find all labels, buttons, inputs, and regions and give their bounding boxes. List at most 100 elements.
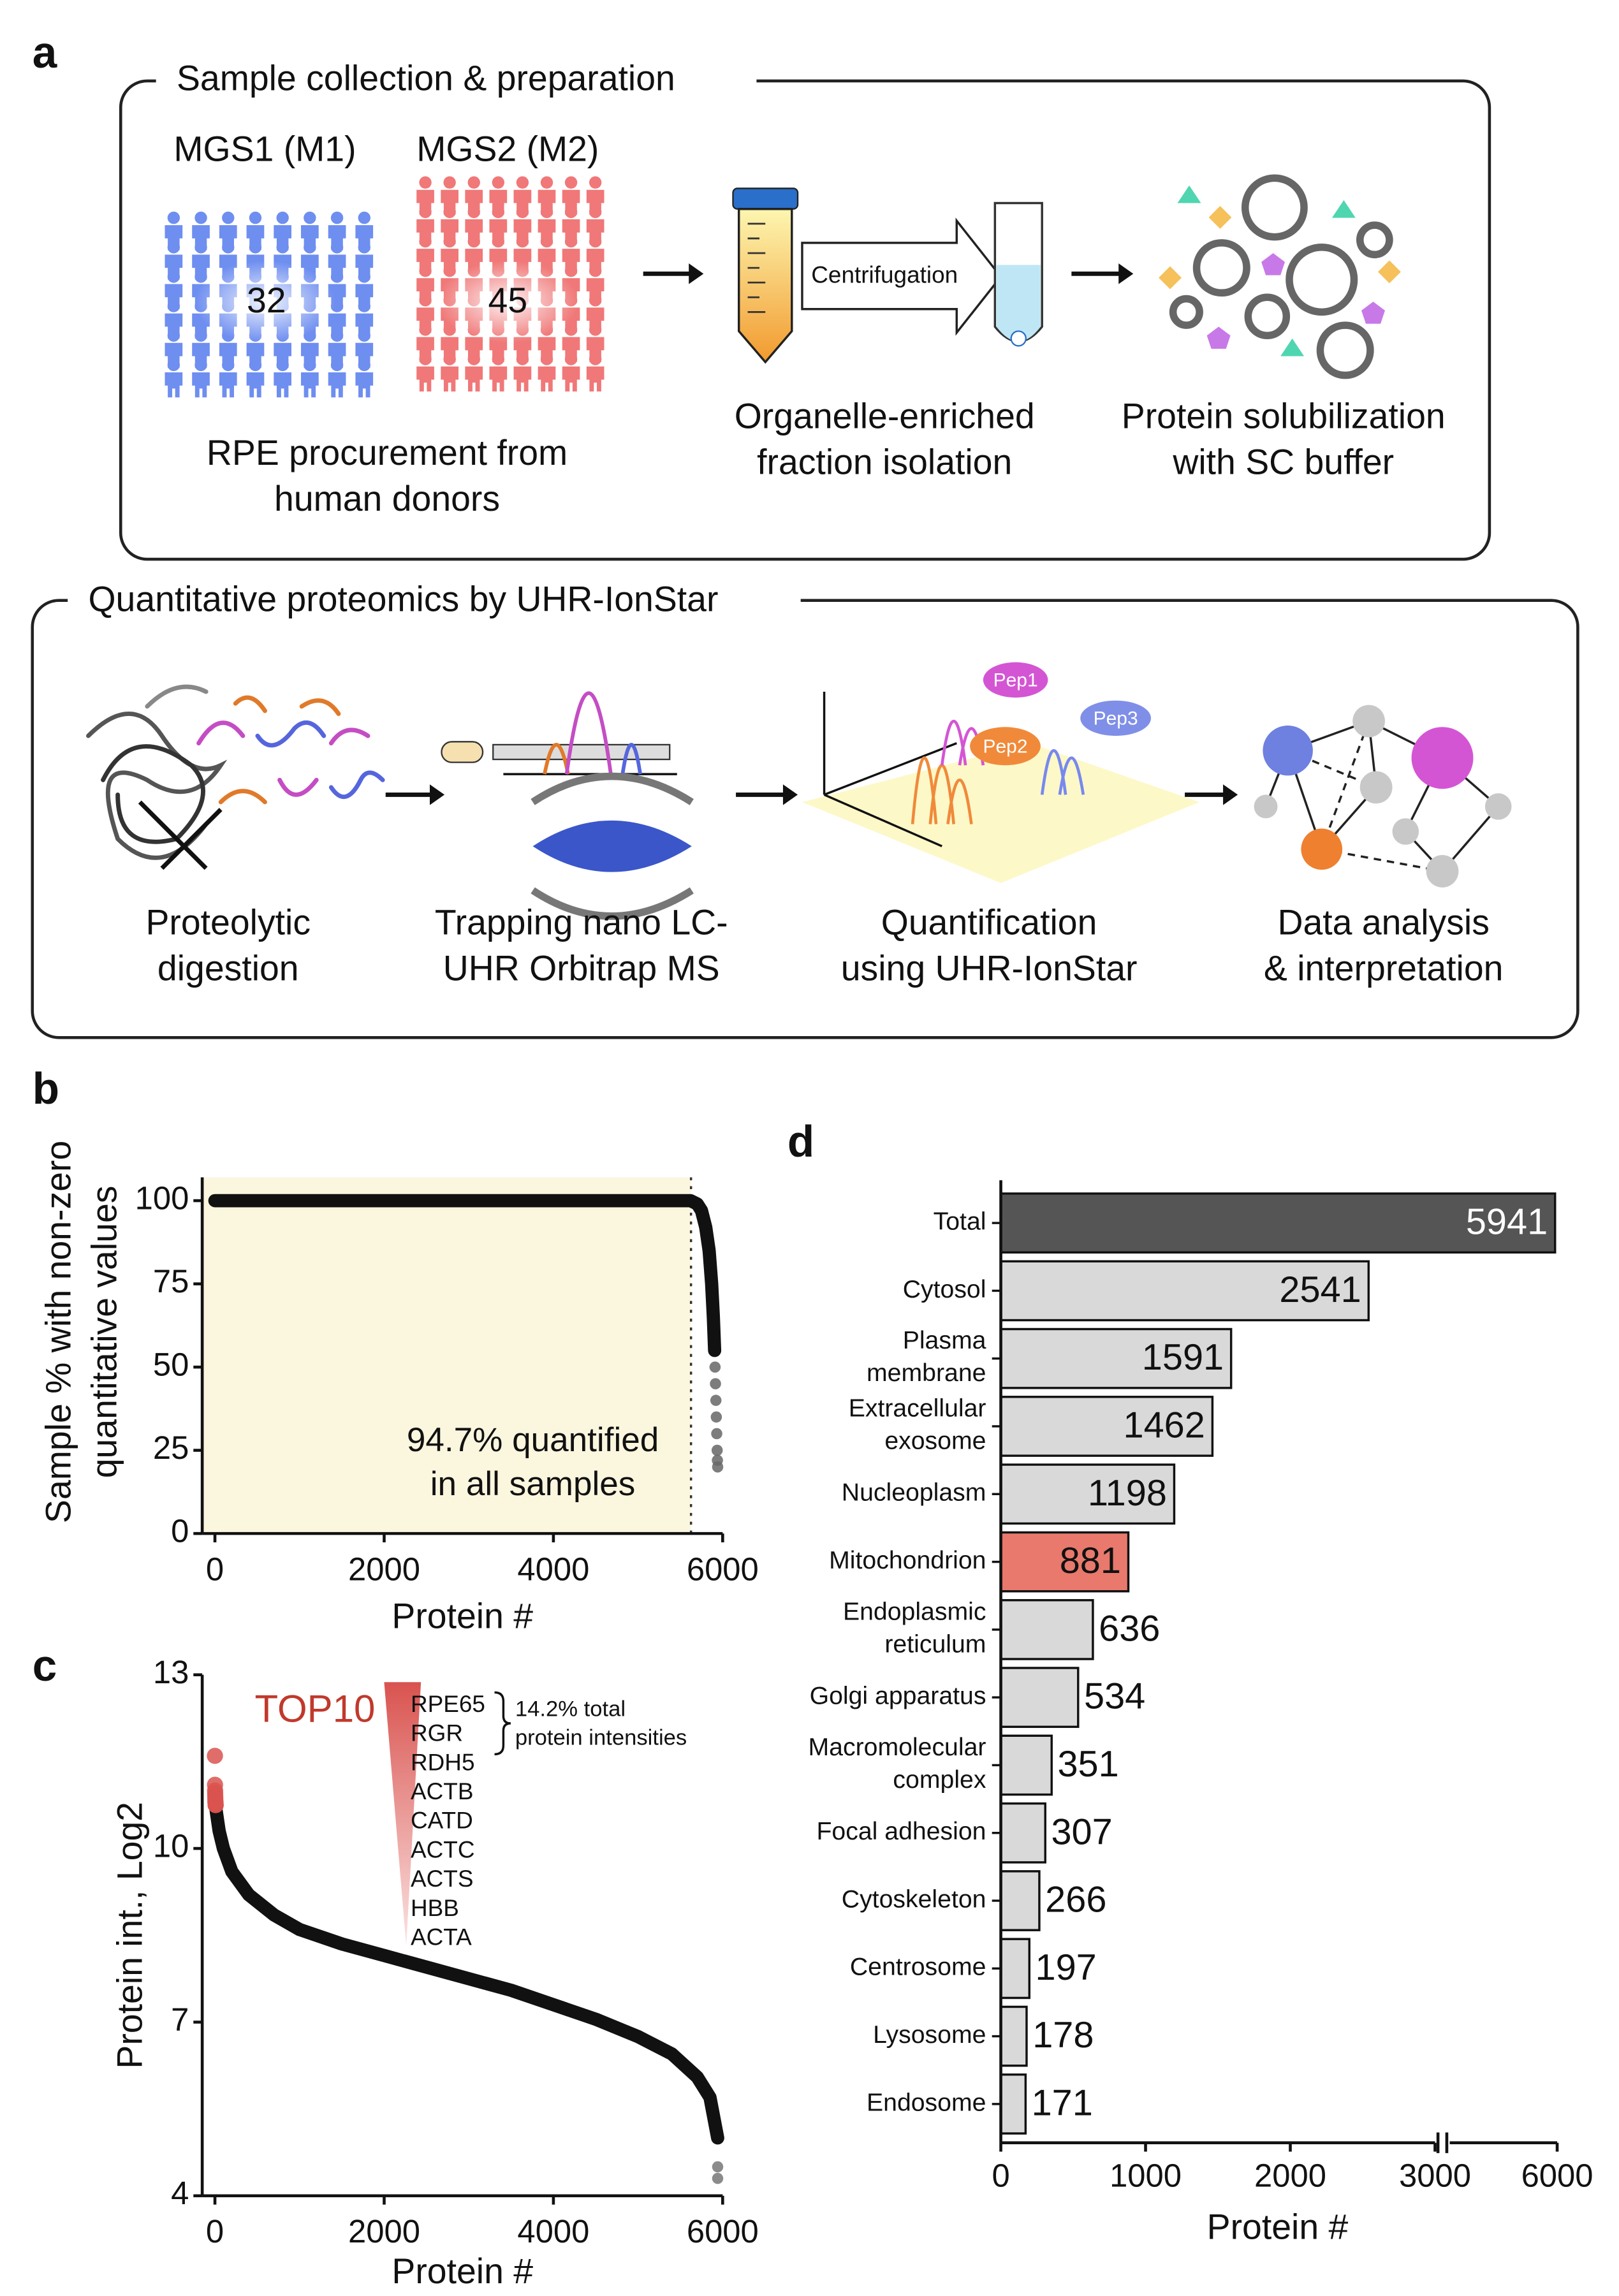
category-label: Nucleoplasm xyxy=(842,1479,986,1507)
orbitrap xyxy=(531,772,694,920)
donor-body xyxy=(489,366,508,391)
step-label: Trapping nano LC-UHR Orbitrap MS xyxy=(435,902,728,988)
donor-head xyxy=(167,329,180,342)
donor-body xyxy=(416,366,434,391)
donor-head xyxy=(589,353,602,365)
donor-body xyxy=(586,366,604,391)
donor-head xyxy=(516,235,529,248)
donor-head xyxy=(564,265,578,277)
data-point xyxy=(711,1428,722,1440)
donor-body xyxy=(513,366,532,391)
donor-head xyxy=(358,241,370,254)
shaded-region xyxy=(202,1177,691,1534)
donor-head xyxy=(358,329,370,342)
step-label: RPE procurement from human donors xyxy=(207,433,568,518)
donor-head xyxy=(194,211,207,224)
donor-head xyxy=(249,241,262,254)
gene-label: HBB xyxy=(411,1895,459,1921)
donor-body xyxy=(355,372,374,398)
donor-body xyxy=(328,372,346,398)
step-label: Protein solubilization with SC buffer xyxy=(1122,396,1446,481)
x-tick-label: 0 xyxy=(206,2213,224,2249)
panel-label: d xyxy=(788,1116,814,1166)
data-point xyxy=(711,1444,723,1456)
y-tick-label: 75 xyxy=(153,1263,189,1299)
donor-body xyxy=(562,366,580,391)
panel-label: a xyxy=(33,27,57,77)
bar-value: 5941 xyxy=(1466,1202,1548,1243)
y-tick-label: 0 xyxy=(171,1513,189,1549)
bar-value: 1462 xyxy=(1124,1405,1205,1446)
vesicles xyxy=(1169,174,1393,379)
donor-head xyxy=(540,353,553,365)
box-title: Quantitative proteomics by UHR-IonStar xyxy=(88,580,718,619)
glow xyxy=(194,260,336,343)
axes-3d xyxy=(823,691,957,847)
data-point xyxy=(207,1797,224,1813)
x-tick-label: 6000 xyxy=(687,2213,759,2249)
bar xyxy=(999,1463,1176,1525)
proteins xyxy=(1159,185,1401,356)
donor-head xyxy=(564,353,578,365)
donor-head xyxy=(443,176,456,189)
arrow-head xyxy=(429,784,445,805)
bracket-note: 14.2% total protein intensities xyxy=(515,1697,687,1750)
frame xyxy=(119,79,1491,561)
arrow-head xyxy=(689,263,704,284)
donor-head xyxy=(589,176,602,189)
peptide-tag xyxy=(970,727,1041,766)
donor-head xyxy=(443,265,456,277)
donor-head xyxy=(419,235,432,248)
donor-head xyxy=(330,241,344,254)
x-axis-label: Protein # xyxy=(392,2251,533,2291)
donor-head xyxy=(443,235,456,248)
tube-cap xyxy=(732,187,799,210)
tube-liquid xyxy=(996,265,1041,342)
donor-head xyxy=(419,205,432,219)
x-axis-label: Protein # xyxy=(392,1597,533,1636)
donor-body xyxy=(465,366,483,391)
data-line xyxy=(209,1801,724,2145)
trap xyxy=(441,741,484,763)
rank-wedge xyxy=(384,1682,421,1946)
plane xyxy=(802,743,1200,883)
donor-head xyxy=(249,211,262,224)
category-label: Cytosol xyxy=(903,1275,986,1303)
y-tick-label: 100 xyxy=(135,1180,189,1216)
category-label: Plasma membrane xyxy=(867,1327,986,1387)
group-label: MGS1 (M1) xyxy=(173,129,356,168)
step-label: Data analysis & interpretation xyxy=(1264,902,1504,988)
donor-head xyxy=(194,358,207,372)
gene-label: RDH5 xyxy=(411,1749,475,1775)
step-label: Quantification using UHR-IonStar xyxy=(841,902,1138,988)
donor-head xyxy=(358,358,370,372)
arrow-label: Centrifugation xyxy=(811,262,958,288)
y-tick-label: 10 xyxy=(153,1827,189,1864)
tube xyxy=(737,208,793,364)
axis-break xyxy=(1436,2132,1449,2153)
donor-body xyxy=(246,372,265,398)
donor-head xyxy=(564,176,578,189)
donor-body xyxy=(441,366,458,391)
x-tick-label: 3000 xyxy=(1399,2158,1471,2194)
data-point xyxy=(709,1361,721,1373)
data-point xyxy=(710,1411,722,1423)
peptide-fragments xyxy=(86,684,385,860)
gene-label: CATD xyxy=(411,1808,473,1834)
donor-body xyxy=(192,372,210,398)
category-label: Cytoskeleton xyxy=(842,1885,986,1913)
step-label: Proteolytic digestion xyxy=(146,902,311,988)
bar-value: 881 xyxy=(1060,1540,1121,1581)
donor-head xyxy=(540,205,553,219)
donor-head xyxy=(589,323,602,336)
donor-head xyxy=(249,358,262,372)
donor-head xyxy=(540,235,553,248)
donor-head xyxy=(589,235,602,248)
donor-head xyxy=(419,353,432,365)
donor-head xyxy=(492,353,505,365)
donor-body xyxy=(538,366,556,391)
donor-body xyxy=(165,372,183,398)
lc-peak xyxy=(564,691,613,775)
